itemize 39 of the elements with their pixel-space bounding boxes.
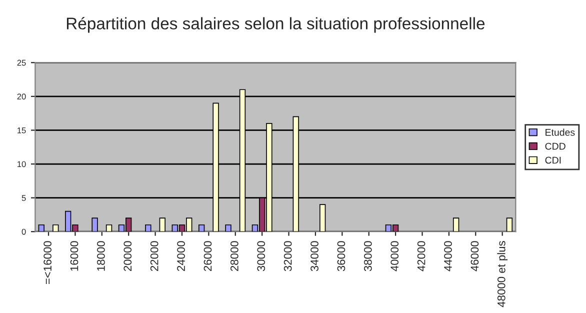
bar <box>452 218 460 232</box>
bar <box>225 224 232 232</box>
bar <box>106 224 112 232</box>
x-tick-label: 38000 <box>364 241 372 272</box>
x-tick-label: 46000 <box>470 241 479 272</box>
y-tick-label: 0 <box>22 228 26 235</box>
bar <box>52 224 59 232</box>
bar <box>92 218 98 232</box>
y-tick-label: 20 <box>17 94 26 100</box>
x-tick-label: 30000 <box>257 241 266 272</box>
x-tick-label: 44000 <box>444 241 452 272</box>
bar <box>145 224 152 232</box>
bar <box>319 204 326 232</box>
legend-label: CDD <box>545 142 566 150</box>
x-tick-label: 18000 <box>97 241 105 271</box>
x-tick-label: 36000 <box>337 241 346 272</box>
x-tick-label: 28000 <box>230 241 238 271</box>
x-tick-label: =<16000 <box>44 241 52 284</box>
legend-label: Etudes <box>546 128 575 136</box>
bar <box>159 218 166 232</box>
y-tick-label: 5 <box>22 195 26 201</box>
x-tick-label: 42000 <box>417 241 426 272</box>
x-tick-label: 26000 <box>204 241 212 271</box>
x-tick-label: 48000 et plus <box>497 241 508 308</box>
y-tick-label: 15 <box>18 127 26 134</box>
bar <box>506 218 513 232</box>
x-tick-label: 34000 <box>310 241 318 272</box>
y-tick-label: 10 <box>18 161 26 168</box>
bar <box>198 224 205 232</box>
y-tick-label: 25 <box>17 60 26 66</box>
x-tick-label: 20000 <box>124 241 132 271</box>
legend-label: CDI <box>545 156 561 164</box>
x-tick-label: 32000 <box>284 241 292 272</box>
x-tick-label: 40000 <box>390 241 399 272</box>
x-tick-label: 24000 <box>177 241 185 271</box>
x-tick-label: 22000 <box>150 241 158 271</box>
x-tick-label: 16000 <box>70 241 78 271</box>
chart-title: Répartition des salaires selon la situation professionnelle <box>66 16 485 33</box>
bar <box>38 224 44 232</box>
